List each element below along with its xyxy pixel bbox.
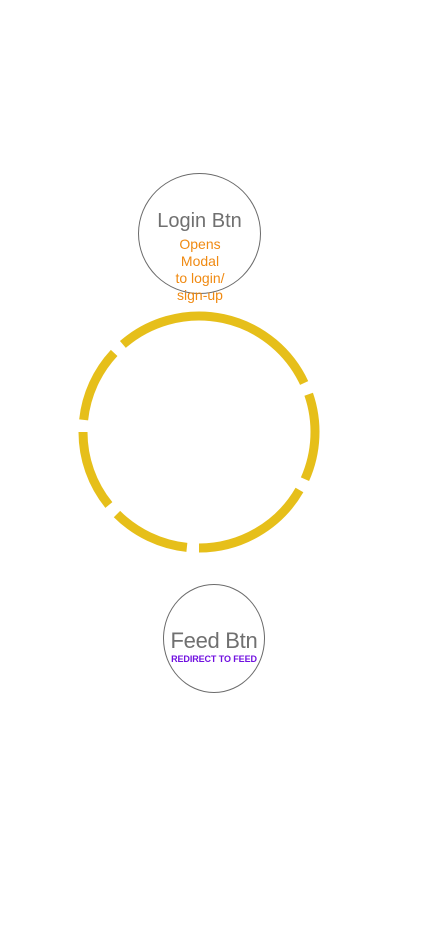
feed-button-annotation: REDIRECT TO FEED <box>171 654 257 664</box>
login-button-label: Login Btn <box>157 210 242 232</box>
loading-ring <box>78 311 320 553</box>
login-note-line: Modal <box>180 253 220 269</box>
feed-button-label: Feed Btn <box>170 628 258 653</box>
ring-segment <box>119 311 309 385</box>
login-button-annotation: Opens Modal to login/ sign-up <box>160 236 240 304</box>
ring-segment <box>300 392 320 482</box>
ring-segment <box>78 431 113 508</box>
ring-segment <box>79 349 118 421</box>
ring-segment <box>198 487 304 553</box>
login-note-line: to login/ <box>175 270 225 286</box>
login-button[interactable]: Login Btn <box>138 173 261 294</box>
login-note-line: Opens <box>179 236 221 252</box>
login-note-line: sign-up <box>177 287 223 303</box>
feed-button[interactable]: Feed Btn <box>163 584 265 693</box>
ring-segment <box>113 510 188 552</box>
